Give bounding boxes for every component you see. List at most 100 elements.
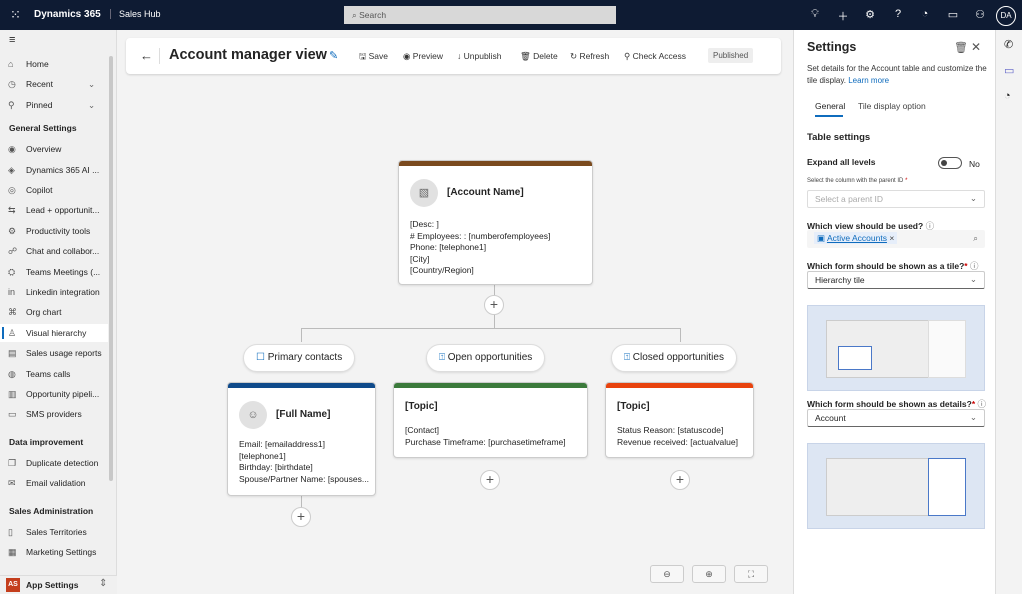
sidebar-item[interactable]: ◈ Dynamics 365 AI ... [0,161,108,179]
group-label-text: Closed opportunities [632,352,724,363]
sidebar: ≡ [0,30,117,594]
trash-icon[interactable]: 🗑︎ [954,42,968,54]
sidebar-item[interactable]: ◎ Copilot [0,181,108,199]
add-node-button[interactable]: + [480,470,500,490]
close-icon[interactable]: ✕ [971,40,982,54]
hamburger-icon[interactable]: ≡ [9,34,16,46]
group-label[interactable]: ☐ Primary contacts [243,344,356,372]
sidebar-item-icon: ◈ [8,164,15,175]
tile-field: [Desc: ] [410,219,439,229]
sidebar-item[interactable]: ⚙ Productivity tools [0,222,108,240]
copilot-icon[interactable]: ◔ [921,8,929,20]
back-arrow-icon[interactable]: ← [140,48,153,63]
sidebar-item-icon: ⌂ [8,59,14,69]
sidebar-item-label: Linkedin integration [26,287,100,297]
sidebar-item[interactable]: ◷ Recent ⌄ [0,75,108,93]
lightbulb-icon[interactable]: 💡︎ [811,8,819,20]
sidebar-item[interactable]: ⌘ Org chart [0,303,108,321]
search-icon[interactable]: ⌕ [973,233,978,243]
sidebar-item[interactable]: in Linkedin integration [0,283,108,301]
tile-color-bar [606,383,753,388]
sidebar-item[interactable]: ▯ Sales Territories [0,523,108,541]
hierarchy-tile[interactable]: [Topic] Status Reason: [statuscode] Revenu… [605,382,754,458]
tile-field: Email: [emailaddress1] [239,439,325,449]
gear-icon[interactable]: ⚙ [865,9,875,21]
tile-field: [Contact] [405,425,440,435]
learn-more-link[interactable]: Learn more [848,76,890,85]
view-chip[interactable]: ▣ Active Accounts × [814,232,898,244]
view-value[interactable]: Active Accounts [826,233,887,243]
sidebar-item[interactable]: ▭ SMS providers [0,405,108,423]
app-launcher-icon[interactable]: ⁙ [10,7,21,22]
chevron-down-icon[interactable]: ⌄ [88,79,96,90]
chat-icon[interactable]: ▭ [947,9,959,21]
tab-tile-display-option[interactable]: Tile display option [858,101,926,111]
preview-button[interactable]: ◉ Preview [403,51,444,61]
sidebar-item[interactable]: ⛭ Teams Meetings (... [0,263,108,281]
view-lookup[interactable]: ▣ Active Accounts × ⌕ [807,230,985,248]
sidebar-item[interactable]: ◉ Overview [0,140,108,158]
unpublish-button[interactable]: ↓ Unpublish [457,51,502,61]
parent-id-dropdown[interactable]: Select a parent ID ⌄ [807,190,985,208]
description-text: Set details for the Account table and cu… [807,64,987,85]
help-icon[interactable]: ? [894,8,902,20]
fit-view-button[interactable]: ⛶ [734,565,768,583]
remove-icon[interactable]: × [889,233,895,243]
sidebar-scrollbar[interactable] [109,56,113,481]
sidebar-item[interactable]: ▥ Opportunity pipeli... [0,385,108,403]
phone-icon[interactable]: ✆ [1004,39,1014,51]
tile-field: Purchase Timeframe: [purchasetimeframe] [405,436,566,447]
zoom-out-button[interactable]: ⊖ [650,565,684,583]
sidebar-item[interactable]: ▤ Sales usage reports [0,344,108,362]
details-form-dropdown[interactable]: Account ⌄ [807,409,985,427]
sidebar-item[interactable]: ⚲ Pinned ⌄ [0,96,108,114]
chat-icon[interactable]: ▭ [1004,65,1015,77]
sidebar-item-label: Copilot [26,185,53,195]
edit-pencil-icon[interactable]: ✎ [329,50,339,62]
root-tile[interactable]: ▧ [Account Name] [Desc: ] # Employees: : … [398,160,593,285]
add-node-button[interactable]: + [484,295,504,315]
search-input[interactable]: ⌕ Search [344,6,616,24]
sidebar-item[interactable]: ✉ Email validation [0,474,108,492]
refresh-button[interactable]: ↻ Refresh [570,51,610,61]
zoom-in-button[interactable]: ⊕ [692,565,726,583]
sidebar-item-icon: ♙ [8,327,17,338]
app-name[interactable]: Sales Hub [110,9,161,19]
tab-general[interactable]: General [815,101,846,111]
tile-field: Spouse/Partner Name: [spouses... [239,473,369,484]
sidebar-item[interactable]: ⇆ Lead + opportunit... [0,201,108,219]
chevron-down-icon[interactable]: ⌄ [88,99,96,110]
add-node-button[interactable]: + [291,507,311,527]
brand[interactable]: Dynamics 365 [34,9,101,20]
app-settings-switcher[interactable]: AS App Settings ⇕ [0,575,117,594]
sidebar-item[interactable]: ☍ Chat and collabor... [0,242,108,260]
view-label: Which view should be used? ⓘ [807,221,935,231]
tile-form-dropdown[interactable]: Hierarchy tile ⌄ [807,271,985,289]
tile-field: Birthday: [birthdate] [239,462,313,472]
plus-icon[interactable]: ＋ [837,11,849,23]
required-mark: * [964,261,968,271]
expand-toggle[interactable] [938,157,962,169]
group-label[interactable]: ⍐ Open opportunities [426,344,546,372]
group-icon: ☐ [256,352,265,363]
details-form-value: Account [815,413,846,423]
copilot-icon[interactable]: ◔ [1004,90,1011,102]
tile-form-label: Which form should be shown as a tile?* ⓘ [807,261,979,271]
sidebar-item[interactable]: ⌂ Home [0,55,108,73]
refresh-label: Refresh [579,51,610,61]
delete-button[interactable]: 🗑︎ Delete [520,51,558,61]
group-label[interactable]: ⍐ Closed opportunities [611,344,737,372]
hierarchy-tile[interactable]: [Topic] [Contact] Purchase Timeframe: [pur… [393,382,588,458]
check-access-button[interactable]: ⚲ Check Access [624,51,686,61]
avatar[interactable]: DA [996,6,1016,26]
add-node-button[interactable]: + [670,470,690,490]
sidebar-item[interactable]: ◍ Teams calls [0,365,108,383]
sidebar-item[interactable]: ♙ Visual hierarchy [0,323,108,342]
sidebar-item[interactable]: ❐ Duplicate detection [0,454,108,472]
contact-image-icon: ☺ [239,401,267,429]
hierarchy-tile[interactable]: ☺ [Full Name] Email: [emailaddress1] [telep… [227,382,376,496]
sidebar-item[interactable]: ▦ Marketing Settings [0,543,108,561]
person-feedback-icon[interactable]: ⚇ [975,9,985,21]
save-button[interactable]: 🖫︎ Save [359,51,388,61]
sidebar-item-label: Lead + opportunit... [26,205,100,216]
